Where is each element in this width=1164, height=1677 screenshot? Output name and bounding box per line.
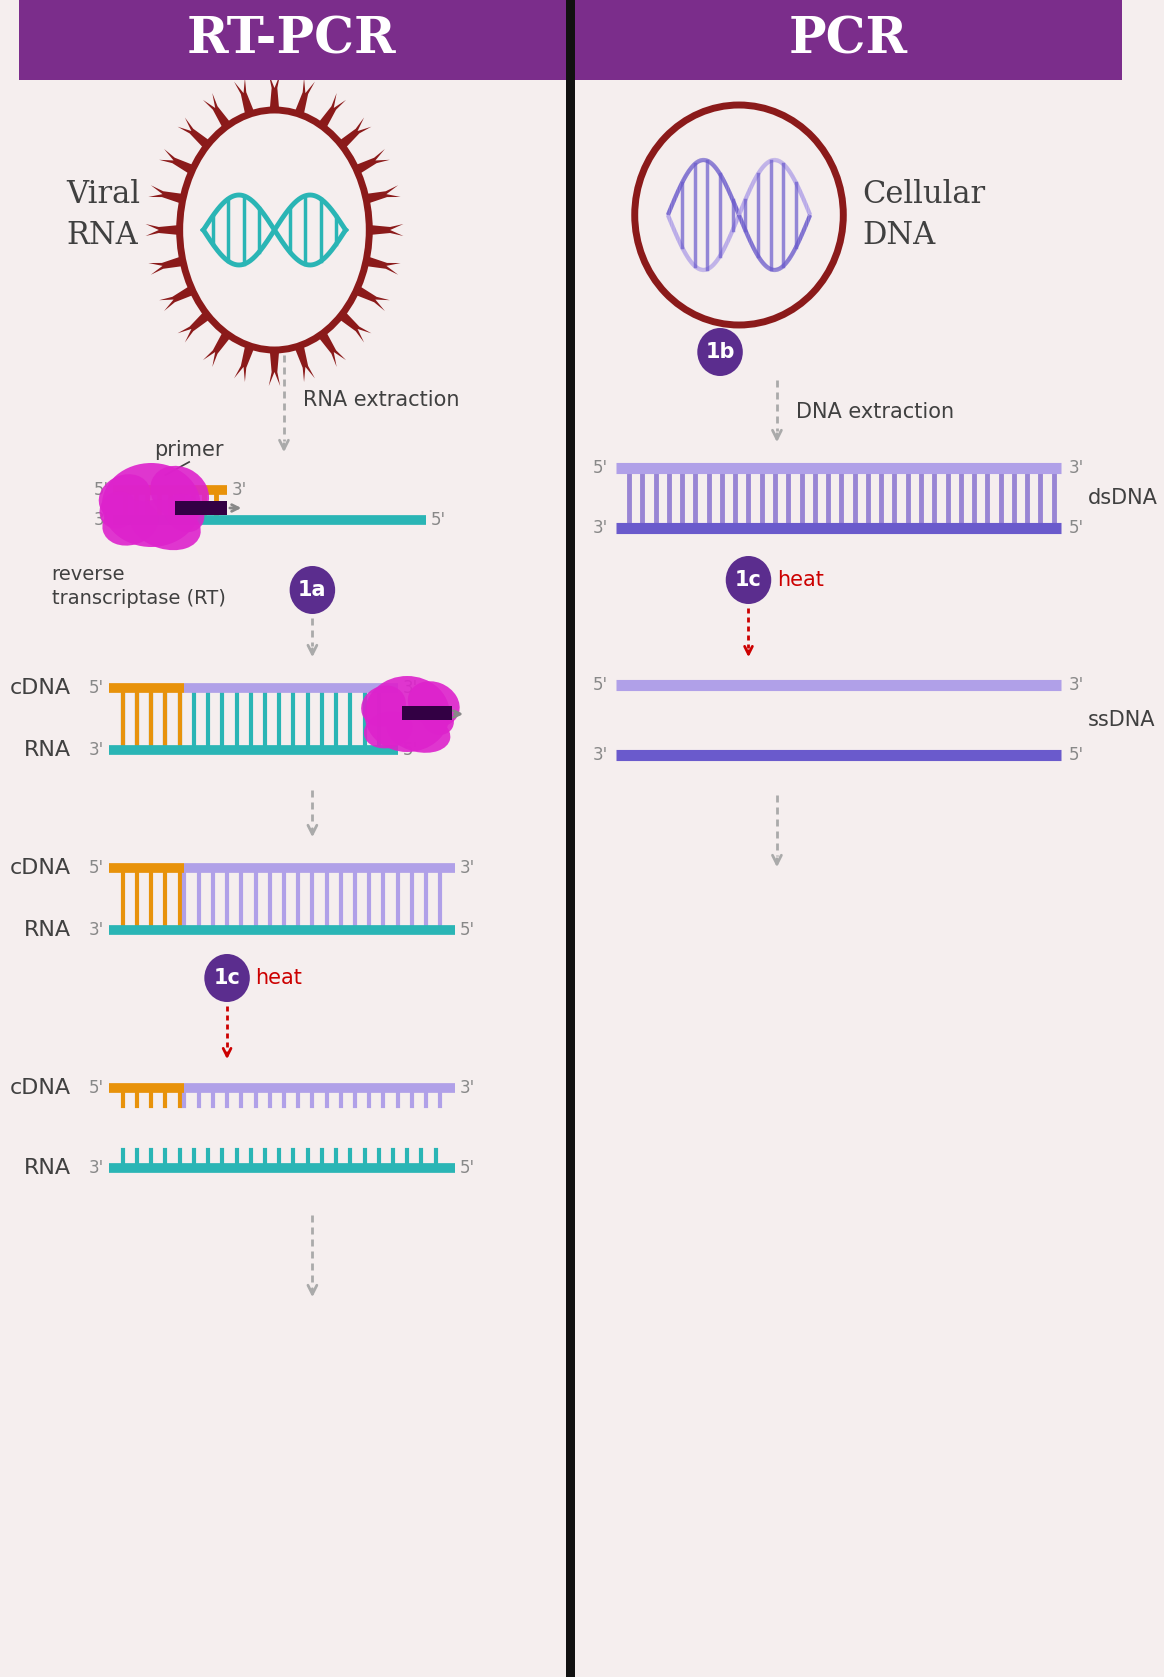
Text: 5': 5' <box>403 741 418 760</box>
Text: RNA: RNA <box>23 740 71 760</box>
Polygon shape <box>159 285 194 310</box>
Text: cDNA: cDNA <box>9 859 71 879</box>
Bar <box>403 706 452 719</box>
Circle shape <box>205 954 250 1001</box>
Polygon shape <box>369 225 404 236</box>
Text: primer: primer <box>155 439 223 459</box>
Polygon shape <box>318 92 346 129</box>
Text: 5': 5' <box>594 676 608 694</box>
Text: PCR: PCR <box>788 15 908 64</box>
Text: 3': 3' <box>460 859 475 877</box>
Circle shape <box>697 329 743 376</box>
Polygon shape <box>355 149 390 174</box>
Text: cDNA: cDNA <box>9 1078 71 1098</box>
Text: ssDNA: ssDNA <box>1088 709 1156 729</box>
Text: reverse
transcriptase (RT): reverse transcriptase (RT) <box>51 565 226 607</box>
Circle shape <box>290 567 335 614</box>
Text: 1c: 1c <box>734 570 762 590</box>
Polygon shape <box>318 330 346 367</box>
Text: 5': 5' <box>88 859 104 877</box>
Ellipse shape <box>364 676 449 751</box>
Circle shape <box>725 557 772 604</box>
Text: 3': 3' <box>232 481 247 500</box>
Polygon shape <box>234 344 255 382</box>
Text: cDNA: cDNA <box>9 678 71 698</box>
Text: DNA extraction: DNA extraction <box>796 402 954 423</box>
Text: Cellular
DNA: Cellular DNA <box>863 179 986 252</box>
Text: 5': 5' <box>1069 518 1084 537</box>
Text: 5': 5' <box>594 459 608 476</box>
Polygon shape <box>203 330 230 367</box>
Ellipse shape <box>102 463 200 547</box>
Ellipse shape <box>407 681 460 726</box>
Ellipse shape <box>179 111 369 350</box>
Polygon shape <box>365 257 400 275</box>
Text: 3': 3' <box>1069 676 1084 694</box>
Text: 3': 3' <box>403 679 418 698</box>
Text: heat: heat <box>256 968 303 988</box>
Polygon shape <box>148 257 184 275</box>
Text: 1b: 1b <box>705 342 734 362</box>
Text: 3': 3' <box>88 1159 104 1177</box>
Polygon shape <box>146 225 179 236</box>
Ellipse shape <box>364 711 412 748</box>
Text: 3': 3' <box>592 518 608 537</box>
Text: 5': 5' <box>460 1159 475 1177</box>
Text: 5': 5' <box>93 481 108 500</box>
Text: 3': 3' <box>88 741 104 760</box>
Bar <box>566 0 575 1677</box>
Polygon shape <box>148 184 184 205</box>
Polygon shape <box>339 310 371 342</box>
Text: 3': 3' <box>460 1078 475 1097</box>
Polygon shape <box>294 77 315 116</box>
Text: 3': 3' <box>592 746 608 765</box>
Polygon shape <box>355 285 390 310</box>
Circle shape <box>634 106 843 325</box>
Text: 5': 5' <box>431 511 446 528</box>
Ellipse shape <box>150 466 210 520</box>
Ellipse shape <box>102 500 158 545</box>
Ellipse shape <box>99 475 150 520</box>
Polygon shape <box>234 77 255 116</box>
Text: 3': 3' <box>93 511 108 528</box>
Ellipse shape <box>361 686 406 726</box>
Text: RNA: RNA <box>23 921 71 941</box>
Text: 5': 5' <box>88 679 104 698</box>
Ellipse shape <box>130 500 200 550</box>
Polygon shape <box>269 74 281 111</box>
Polygon shape <box>178 310 211 342</box>
Bar <box>19 0 566 80</box>
Text: RT-PCR: RT-PCR <box>186 15 397 64</box>
Bar <box>575 0 1122 80</box>
Text: RNA extraction: RNA extraction <box>303 391 460 409</box>
Text: heat: heat <box>776 570 824 590</box>
Polygon shape <box>365 184 400 205</box>
Text: 3': 3' <box>88 921 104 939</box>
Text: 5': 5' <box>460 921 475 939</box>
Polygon shape <box>203 92 230 129</box>
Text: Viral
RNA: Viral RNA <box>66 179 140 252</box>
Text: dsDNA: dsDNA <box>1088 488 1158 508</box>
Polygon shape <box>294 344 315 382</box>
Text: RNA: RNA <box>23 1159 71 1177</box>
Polygon shape <box>178 117 211 149</box>
Ellipse shape <box>421 703 454 735</box>
Bar <box>175 501 227 515</box>
Polygon shape <box>269 350 281 386</box>
Text: 1c: 1c <box>214 968 241 988</box>
Text: 1a: 1a <box>298 580 327 600</box>
Ellipse shape <box>100 491 136 528</box>
Polygon shape <box>159 149 194 174</box>
Polygon shape <box>339 117 371 149</box>
Text: 3': 3' <box>1069 459 1084 476</box>
Ellipse shape <box>386 711 450 753</box>
Ellipse shape <box>164 495 205 532</box>
Text: 5': 5' <box>88 1078 104 1097</box>
Text: 5': 5' <box>1069 746 1084 765</box>
